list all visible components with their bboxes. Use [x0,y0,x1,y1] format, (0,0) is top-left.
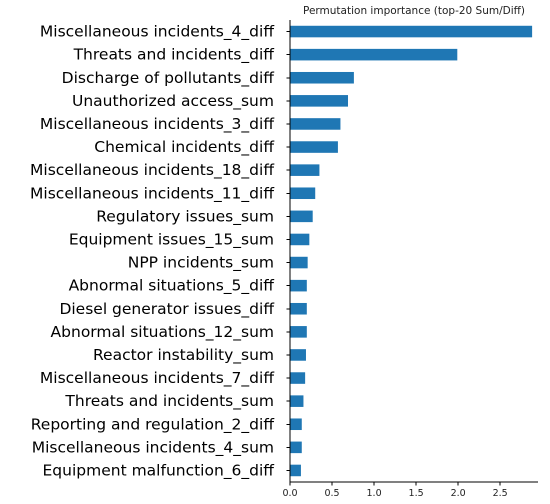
bar [290,25,533,38]
bar [290,48,458,61]
bar [290,302,307,315]
bar [290,279,307,292]
category-label: Miscellaneous incidents_18_diff [30,161,274,180]
bar [290,418,302,431]
bar [290,187,316,200]
category-label: Diesel generator issues_diff [59,300,274,319]
category-label: Miscellaneous incidents_7_diff [40,369,274,388]
x-tick-label: 1.5 [409,488,424,499]
category-label: Miscellaneous incidents_4_diff [40,23,274,42]
category-label: Miscellaneous incidents_3_diff [40,115,274,134]
category-label: Reporting and regulation_2_diff [31,415,275,434]
axes-group [289,20,538,483]
x-tick-label: 0.5 [324,488,339,499]
x-tick-label: 0.0 [282,488,297,499]
bar [290,349,306,361]
category-label: Miscellaneous incidents_4_sum [32,438,274,457]
bar [290,95,349,107]
category-label: Abnormal situations_12_sum [51,323,274,342]
category-label: Abnormal situations_5_diff [69,277,275,296]
bar [290,210,313,223]
category-label: Equipment malfunction_6_diff [43,461,275,480]
bar [290,118,341,130]
category-label: Miscellaneous incidents_11_diff [30,184,274,203]
category-label: Reactor instability_sum [93,346,274,365]
x-tick-label: 1.0 [367,488,382,499]
category-label: Unauthorized access_sum [72,92,274,111]
category-label: Regulatory issues_sum [96,207,274,226]
x-tick-label: 2.0 [451,488,466,499]
bar [290,464,301,477]
bar [290,141,338,153]
bar [290,233,310,246]
bar [290,164,320,176]
bar [290,71,354,84]
category-label: Discharge of pollutants_diff [62,69,275,88]
bar [290,372,306,384]
chart-title: Permutation importance (top-20 Sum/Diff) [303,5,525,17]
bars-group [290,25,533,477]
category-label: Chemical incidents_diff [94,138,274,157]
category-label: Equipment issues_15_sum [69,230,274,249]
bar [290,441,302,454]
category-label: NPP incidents_sum [128,254,274,273]
bar [290,326,307,338]
x-tick-label: 2.5 [493,488,508,499]
bar [290,395,304,407]
category-label: Threats and incidents_sum [64,392,274,411]
category-label: Threats and incidents_diff [73,46,275,65]
bar [290,256,308,269]
x-ticks-group: 0.0 0.5 1.0 1.5 2.0 2.5 [282,482,508,499]
category-labels-group: Miscellaneous incidents_4_diff Threats an… [30,23,290,480]
